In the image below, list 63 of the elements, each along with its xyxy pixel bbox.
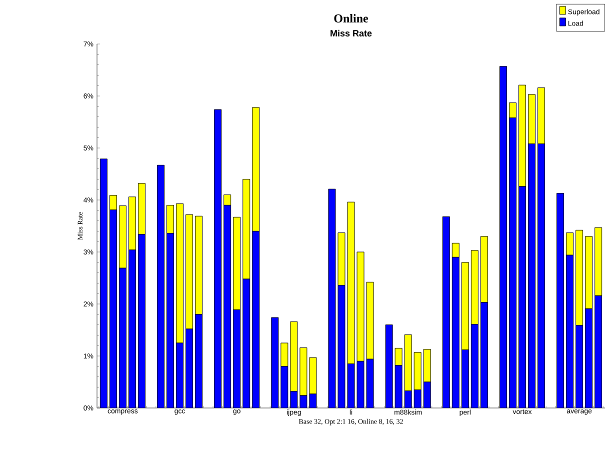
bar [576,325,583,408]
bar [176,342,184,408]
bar [214,110,222,408]
bar [233,310,240,408]
bar [556,193,564,408]
bar [442,216,450,408]
bar [290,321,298,392]
bar [280,342,288,367]
bar [566,232,574,256]
bar [233,216,241,310]
bar [109,195,117,210]
bar [423,348,431,382]
bar [280,366,288,408]
bar [195,314,202,408]
bar [566,255,574,408]
bar [110,210,117,408]
bar [528,94,536,144]
bar [509,118,516,408]
bar [118,205,126,268]
bar [271,318,278,408]
bar [518,84,526,187]
bar [128,250,136,408]
bar [500,66,507,408]
bar [576,230,584,326]
bar [594,295,602,408]
bar [414,352,422,390]
bar [538,144,545,408]
bar [394,348,402,366]
bar [128,196,136,250]
bar [461,262,469,350]
bar [471,324,478,408]
bar [528,144,536,408]
bar [166,204,174,234]
bar [224,194,232,206]
bar [462,350,469,408]
chart-subtitle: Miss Rate [330,30,372,36]
bar [186,328,193,408]
chart-title: Online [334,14,368,22]
bar [119,268,126,408]
bar [480,302,488,408]
bar [242,279,250,408]
bar [166,233,174,408]
bar [252,107,260,232]
bar [252,231,260,408]
bar [452,257,460,408]
bar [186,214,194,330]
bar [176,203,184,344]
bar [224,205,231,408]
bar [508,102,516,118]
bar [138,183,146,235]
bar [452,242,460,258]
bar [518,186,526,408]
bar [480,236,488,303]
bar [404,334,412,392]
bar [138,234,146,408]
bar [585,236,593,309]
bar [157,165,164,408]
bar [585,308,592,408]
bar [100,158,108,408]
bar [470,250,478,325]
bar [195,216,203,315]
bar [538,87,546,144]
bar [242,178,250,280]
